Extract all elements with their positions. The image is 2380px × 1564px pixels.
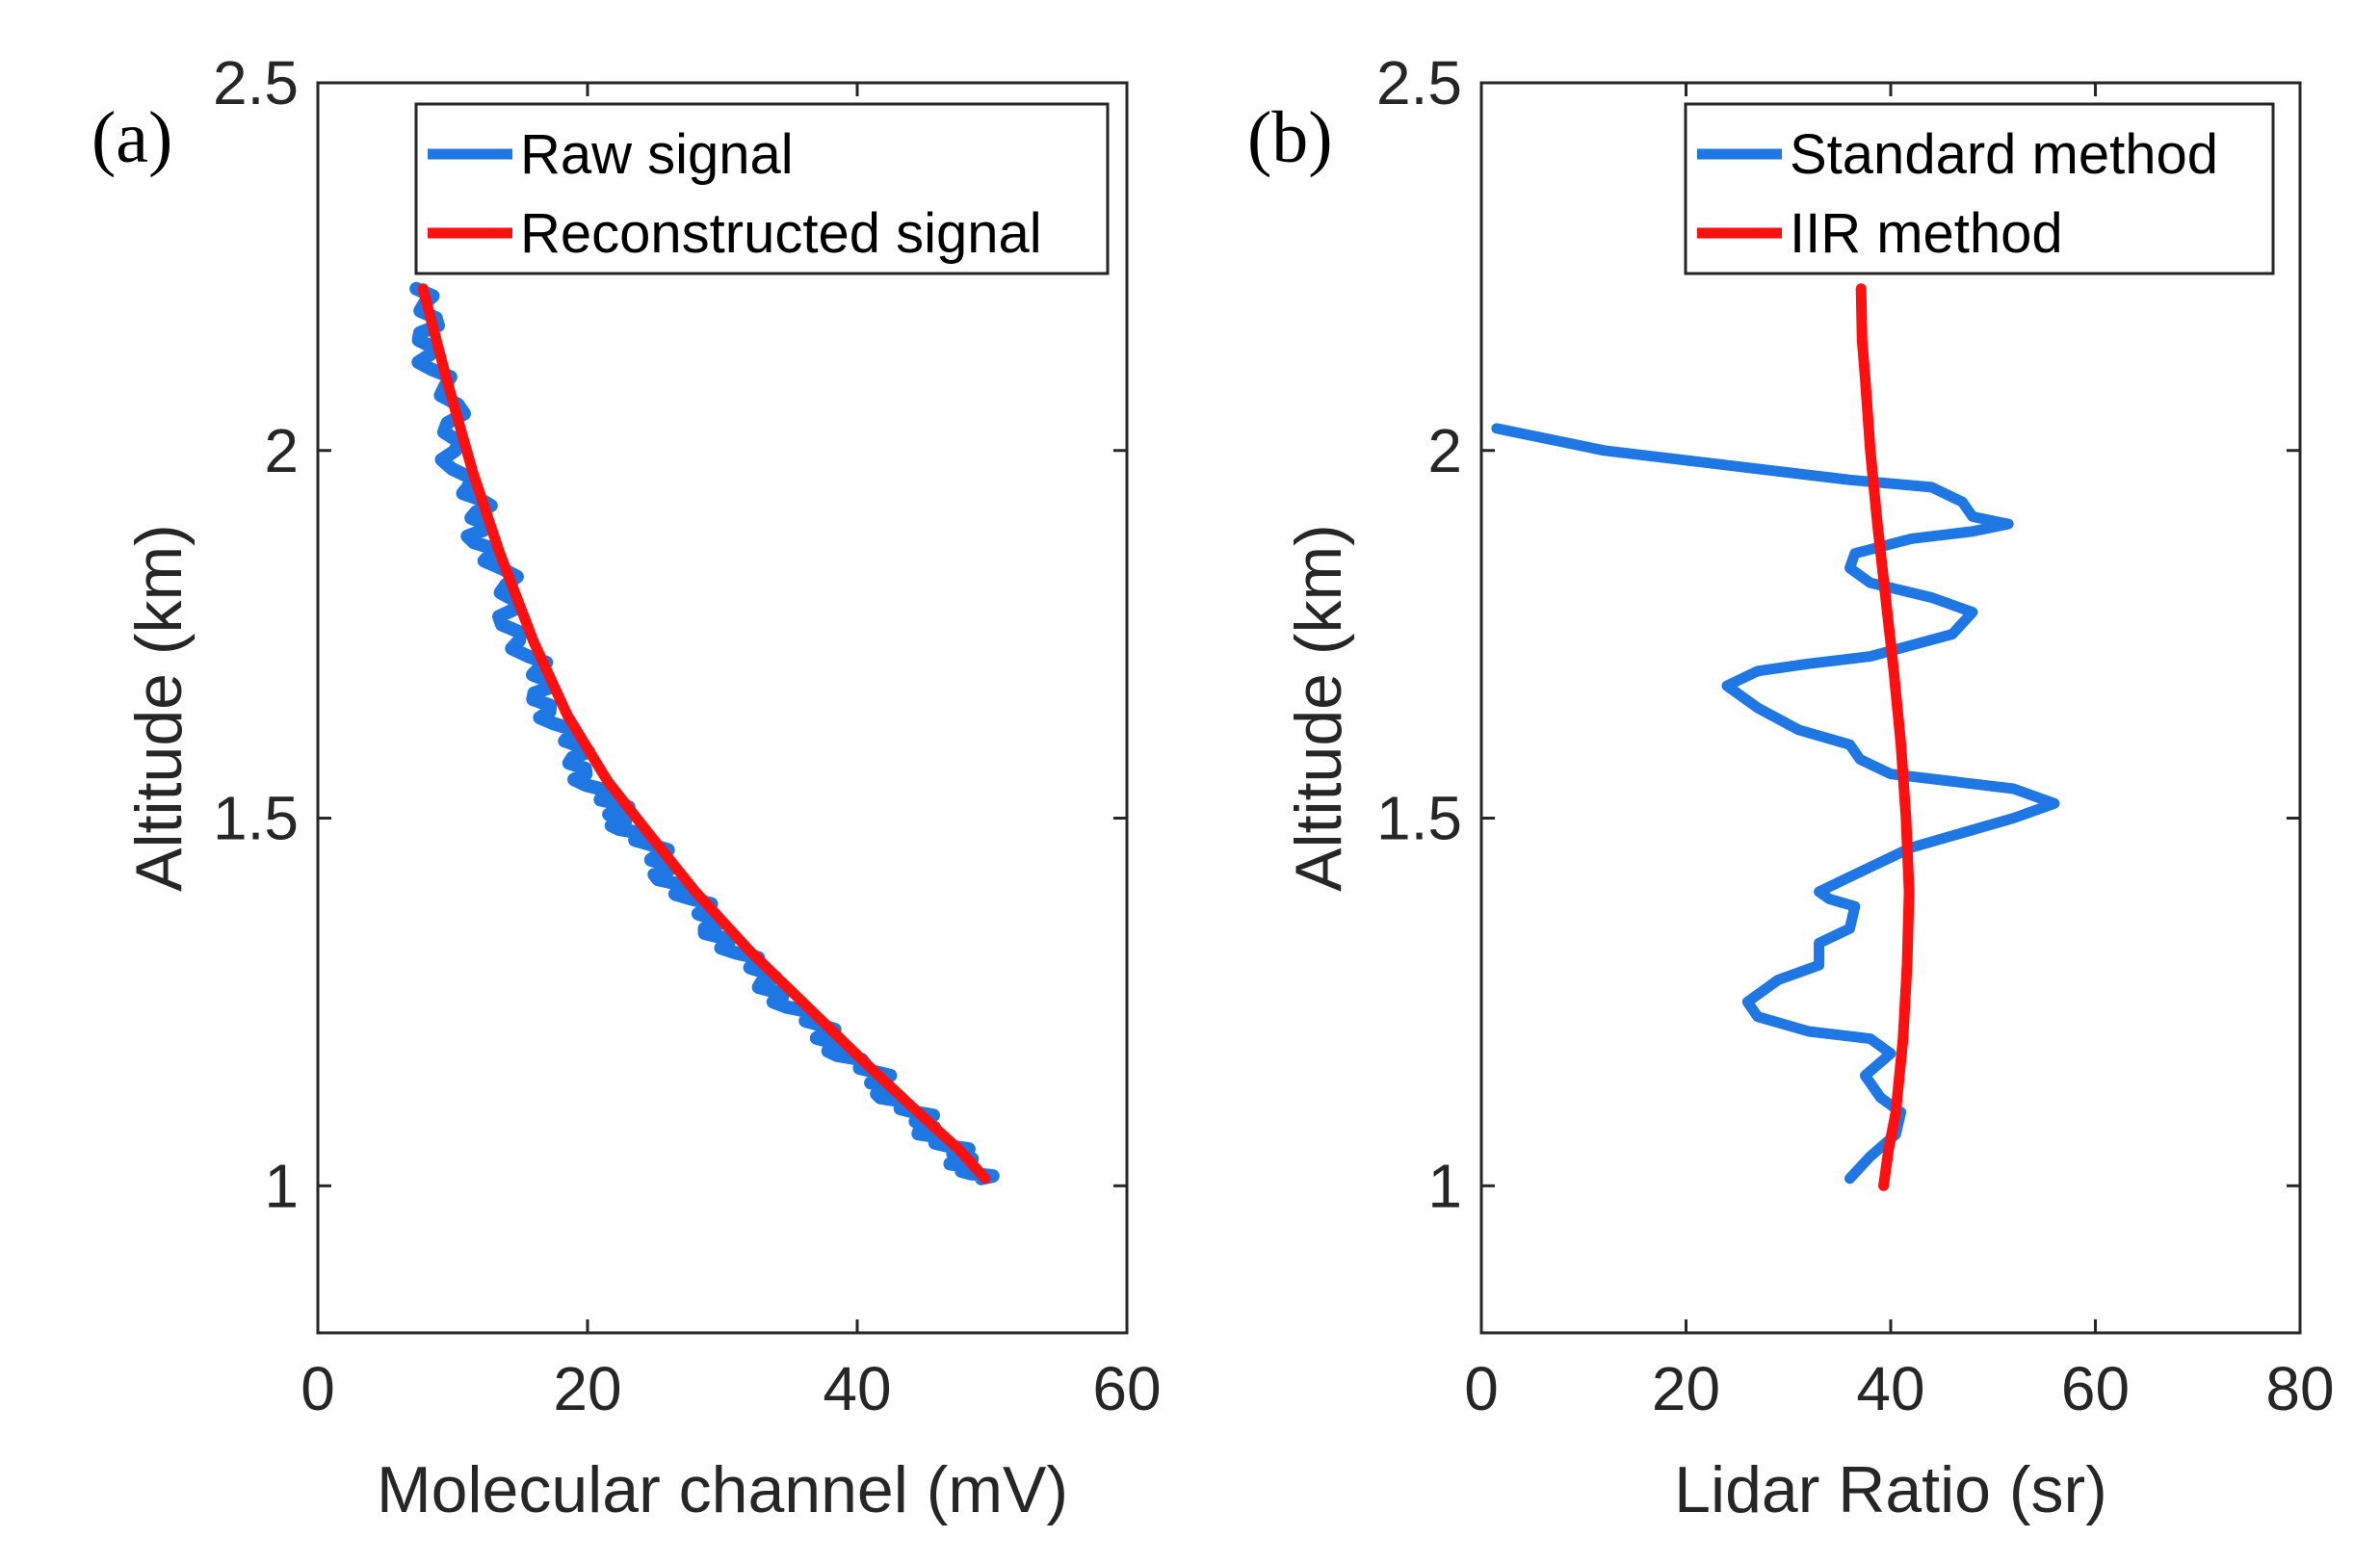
legend-box-a bbox=[414, 102, 1110, 275]
y-tick-label: 1 bbox=[264, 1151, 299, 1220]
series-line-iir-method bbox=[1855, 283, 1915, 1191]
legend-label-standard-method: Standard method bbox=[1790, 123, 2218, 186]
legend-a: Raw signal Reconstructed signal bbox=[414, 102, 1110, 275]
plot-area-b: 0 20 40 60 80 1 1.5 2 2.5 bbox=[1376, 48, 2335, 1423]
chart-panel-b: 0 20 40 60 80 1 1.5 2 2.5 (b) Lidar Ratio (sr) A… bbox=[1247, 48, 2335, 1526]
y-axis-label-a: Altitude (km) bbox=[122, 524, 196, 892]
legend-label-raw-signal: Raw signal bbox=[520, 123, 794, 186]
y-tick-label: 1.5 bbox=[213, 784, 299, 853]
axes-box-a bbox=[316, 81, 1129, 1335]
legend-label-iir-method: IIR method bbox=[1790, 202, 2063, 265]
plot-area-a: 0 20 40 60 1 1.5 2 2.5 bbox=[213, 48, 1162, 1423]
y-tick-label: 2.5 bbox=[1376, 48, 1462, 117]
panel-label-b: (b) bbox=[1247, 97, 1333, 178]
x-axis-label-a: Molecular channel (mV) bbox=[377, 1453, 1068, 1526]
x-tick-label: 20 bbox=[1652, 1354, 1720, 1423]
series-line-standard-method bbox=[1491, 423, 2060, 1185]
y-axis-label-b: Altitude (km) bbox=[1282, 524, 1355, 892]
y-tick-label: 1.5 bbox=[1376, 784, 1462, 853]
x-tick-label: 40 bbox=[1856, 1354, 1924, 1423]
series-line-reconstructed-signal bbox=[417, 283, 991, 1185]
y-tick-label: 2 bbox=[264, 416, 299, 485]
x-tick-label: 60 bbox=[1092, 1354, 1161, 1423]
ticks-layer-b: 0 20 40 60 80 1 1.5 2 2.5 bbox=[1376, 48, 2335, 1423]
y-tick-label: 2 bbox=[1427, 416, 1462, 485]
series-line-raw-signal bbox=[409, 281, 1000, 1186]
x-tick-label: 80 bbox=[2265, 1354, 2334, 1423]
panel-label-a: (a) bbox=[92, 97, 172, 178]
ticks-layer-a: 0 20 40 60 1 1.5 2 2.5 bbox=[213, 48, 1162, 1423]
series-layer-a bbox=[409, 281, 1000, 1186]
x-tick-label: 0 bbox=[1464, 1354, 1499, 1423]
x-tick-label: 40 bbox=[823, 1354, 891, 1423]
chart-panel-a: 0 20 40 60 1 1.5 2 2.5 (a) Molecular channel (m… bbox=[92, 48, 1162, 1526]
y-tick-label: 2.5 bbox=[213, 48, 299, 117]
x-tick-label: 60 bbox=[2061, 1354, 2130, 1423]
legend-b: Standard method IIR method bbox=[1684, 102, 2275, 275]
x-axis-label-b: Lidar Ratio (sr) bbox=[1674, 1453, 2107, 1526]
y-tick-label: 1 bbox=[1427, 1151, 1462, 1220]
legend-box-b bbox=[1684, 102, 2275, 275]
legend-label-reconstructed-signal: Reconstructed signal bbox=[520, 202, 1042, 265]
x-tick-label: 20 bbox=[553, 1354, 621, 1423]
x-tick-label: 0 bbox=[301, 1354, 335, 1423]
series-layer-b bbox=[1491, 283, 2060, 1191]
